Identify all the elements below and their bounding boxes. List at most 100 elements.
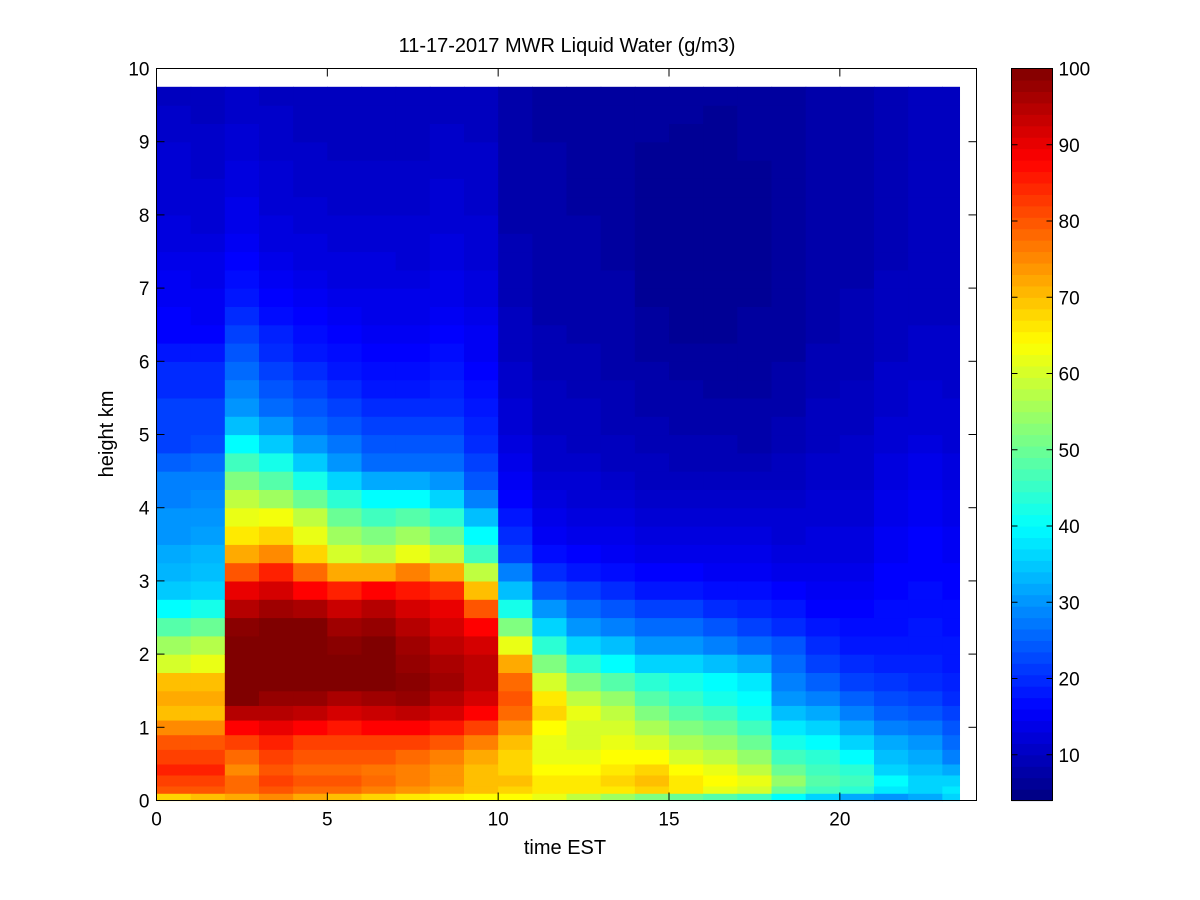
x-axis-title: time EST	[524, 837, 606, 859]
heatmap-cell	[361, 793, 397, 802]
heatmap-cell	[395, 526, 431, 545]
heatmap-cell	[908, 599, 943, 619]
heatmap-cell	[190, 672, 226, 692]
heatmap-cell	[156, 416, 192, 436]
heatmap-cell	[634, 705, 670, 721]
heatmap-cell	[908, 507, 943, 527]
heatmap-cell	[464, 416, 499, 436]
heatmap-cell	[498, 123, 533, 143]
colorbar-segment	[1011, 171, 1053, 184]
heatmap-cell	[737, 471, 773, 490]
heatmap-cell	[532, 86, 568, 106]
heatmap-cell	[600, 793, 636, 802]
heatmap-cell	[908, 324, 943, 344]
heatmap-cell	[156, 86, 192, 106]
heatmap-cell	[190, 774, 226, 787]
heatmap-cell	[327, 489, 363, 509]
heatmap-cell	[874, 580, 909, 600]
heatmap-cell	[498, 544, 533, 564]
heatmap-cell	[190, 635, 226, 655]
heatmap-cell	[293, 361, 328, 381]
heatmap-cell	[566, 785, 602, 794]
heatmap-cell	[703, 251, 738, 271]
heatmap-cell	[429, 672, 465, 692]
heatmap-cell	[395, 269, 431, 289]
heatmap-cell	[703, 507, 738, 527]
heatmap-cell	[395, 343, 431, 362]
heatmap-cell	[839, 617, 875, 637]
heatmap-cell	[805, 251, 841, 271]
heatmap-cell	[908, 785, 943, 794]
heatmap-cell	[634, 526, 670, 545]
colorbar-segment	[1011, 320, 1053, 333]
heatmap-cell	[737, 785, 773, 794]
heatmap-cell	[634, 324, 670, 344]
heatmap-cell	[737, 562, 773, 582]
heatmap-cell	[498, 489, 533, 509]
heatmap-cell	[429, 251, 465, 271]
heatmap-cell	[293, 288, 328, 307]
heatmap-cell	[327, 160, 363, 179]
heatmap-cell	[805, 763, 841, 776]
heatmap-cell	[805, 343, 841, 362]
heatmap-cell	[190, 580, 226, 600]
heatmap-cell	[839, 269, 875, 289]
heatmap-cell	[532, 562, 568, 582]
heatmap-cell	[874, 734, 909, 750]
heatmap-cell	[498, 160, 533, 179]
heatmap-cell	[327, 397, 363, 417]
heatmap-cell	[156, 562, 192, 582]
heatmap-cell	[156, 196, 192, 216]
heatmap-cell	[532, 288, 568, 307]
heatmap-cell	[600, 580, 636, 600]
heatmap-cell	[942, 196, 961, 216]
heatmap-cell	[498, 141, 533, 161]
heatmap-cell	[737, 214, 773, 234]
colorbar-segment	[1011, 262, 1053, 275]
heatmap-cell	[429, 489, 465, 509]
heatmap-cell	[566, 105, 602, 124]
heatmap-cell	[190, 288, 226, 307]
heatmap-cell	[737, 452, 773, 472]
heatmap-cell	[942, 269, 961, 289]
heatmap-cell	[634, 719, 670, 736]
heatmap-cell	[908, 452, 943, 472]
heatmap-cell	[839, 635, 875, 655]
heatmap-cell	[395, 379, 431, 399]
heatmap-cell	[771, 719, 807, 736]
heatmap-cell	[874, 654, 909, 673]
heatmap-cell	[429, 562, 465, 582]
heatmap-cell	[532, 672, 568, 692]
heatmap-cell	[327, 178, 363, 198]
heatmap-cell	[190, 654, 226, 673]
heatmap-cell	[942, 617, 961, 637]
heatmap-cell	[600, 343, 636, 362]
heatmap-cell	[361, 251, 397, 271]
heatmap-cell	[874, 785, 909, 794]
heatmap-cell	[395, 793, 431, 802]
heatmap-cell	[908, 471, 943, 490]
heatmap-cell	[293, 785, 328, 794]
heatmap-cell	[805, 544, 841, 564]
heatmap-cell	[464, 196, 499, 216]
heatmap-cell	[703, 654, 738, 673]
heatmap-cell	[395, 361, 431, 381]
heatmap-cell	[327, 599, 363, 619]
heatmap-cell	[942, 526, 961, 545]
heatmap-cell	[566, 361, 602, 381]
heatmap-cell	[703, 452, 738, 472]
heatmap-cell	[839, 654, 875, 673]
heatmap-cell	[464, 774, 499, 787]
heatmap-cell	[737, 379, 773, 399]
heatmap-cell	[327, 672, 363, 692]
heatmap-cell	[259, 306, 294, 326]
heatmap-cell	[532, 690, 568, 706]
colorbar-segment	[1011, 102, 1053, 115]
heatmap-cell	[464, 214, 499, 234]
heatmap-cell	[942, 471, 961, 490]
y-tick-label: 2	[139, 645, 150, 666]
heatmap-cell	[805, 160, 841, 179]
heatmap-cell	[737, 196, 773, 216]
heatmap-cell	[703, 489, 738, 509]
heatmap-cell	[361, 288, 397, 307]
